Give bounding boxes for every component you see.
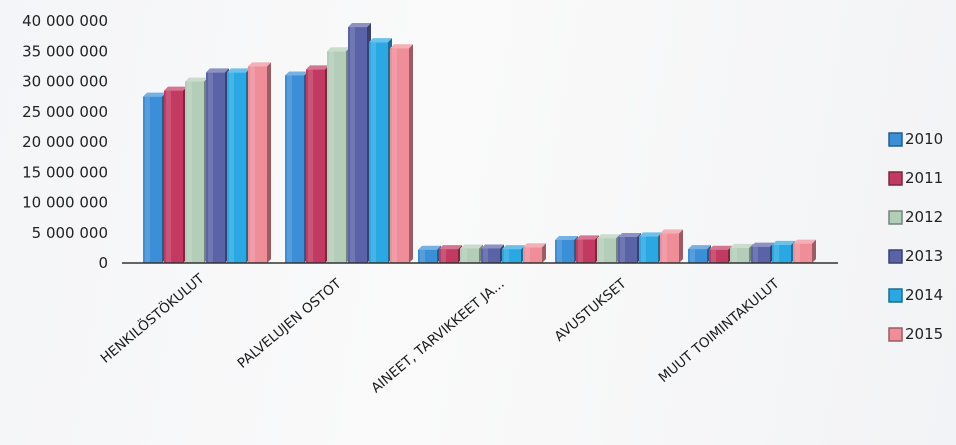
legend: 2010 2011 2012 2013 2014 2015 [888,130,943,343]
y-tick-label: 0 [98,254,108,272]
bar [227,68,250,263]
y-tick-label: 35 000 000 [22,42,108,60]
legend-item: 2013 [888,247,943,265]
legend-label: 2015 [905,325,943,343]
legend-swatch [888,171,903,186]
bar [660,229,683,263]
bar [481,244,504,263]
category-label: AINEET, TARVIKKEET JA... [368,276,507,397]
y-tick-label: 5 000 000 [32,224,108,242]
legend-swatch [888,210,903,225]
bar [460,244,483,263]
bar [523,243,546,263]
legend-label: 2014 [905,286,943,304]
category-label: HENKILÖSTÖKULUT [96,269,208,367]
category-label: PALVELUJEN OSTOT [234,275,345,371]
bar [348,23,371,263]
legend-swatch [888,249,903,264]
bar [327,47,350,263]
category-label: AVUSTUKSET [552,275,631,345]
bar [618,232,641,263]
category-labels: HENKILÖSTÖKULUT PALVELUJEN OSTOT AINEET, T… [96,269,783,397]
legend-swatch [888,288,903,303]
y-tick-label: 15 000 000 [22,163,108,181]
y-tick-label: 25 000 000 [22,103,108,121]
bar [369,38,392,263]
bar [555,236,578,263]
legend-item: 2011 [888,169,943,187]
bar [793,239,816,263]
bar [439,245,462,263]
bar [285,71,308,263]
bar [730,243,753,263]
bar [639,232,662,263]
bar [418,245,441,263]
bars [143,23,816,264]
legend-label: 2013 [905,247,943,265]
bar [206,68,229,263]
category-label: MUUT TOIMINTAKULUT [656,275,784,386]
bar [390,44,413,263]
legend-item: 2010 [888,130,943,148]
bar [751,242,774,263]
y-tick-label: 30 000 000 [22,73,108,91]
legend-item: 2012 [888,208,943,226]
bar [164,86,187,263]
legend-item: 2015 [888,325,943,343]
bar [306,65,329,264]
bar [772,240,795,263]
legend-swatch [888,327,903,342]
y-axis: 40 000 000 35 000 000 30 000 000 25 000 000… [22,12,108,272]
bar [185,77,208,263]
y-tick-label: 10 000 000 [22,194,108,212]
bar [688,245,711,263]
bar [248,62,271,263]
bar [597,234,620,263]
bar [709,245,732,263]
legend-label: 2012 [905,208,943,226]
legend-label: 2011 [905,169,943,187]
bar [502,245,525,263]
legend-label: 2010 [905,130,943,148]
y-tick-label: 20 000 000 [22,133,108,151]
y-tick-label: 40 000 000 [22,12,108,30]
bar [576,235,599,263]
legend-item: 2014 [888,286,943,304]
legend-swatch [888,132,903,147]
bar [143,92,166,263]
